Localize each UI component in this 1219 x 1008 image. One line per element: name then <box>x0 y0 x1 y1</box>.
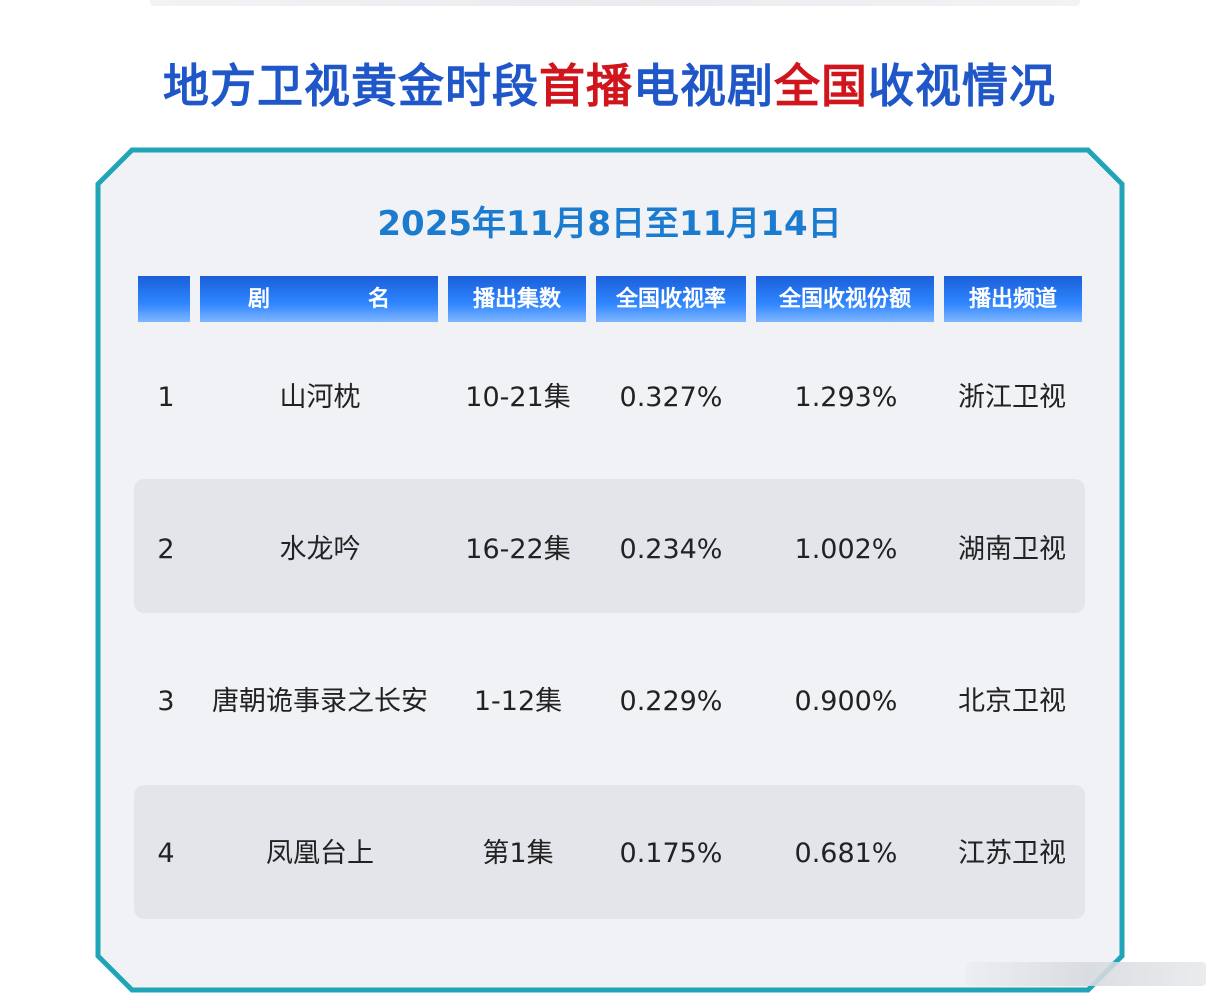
drama-name-cell: 水龙吟 <box>279 534 361 565</box>
rating-cell: 0.234% <box>619 534 723 565</box>
title-part-4: 全国 <box>774 59 868 113</box>
episodes-cell: 10-21集 <box>465 382 571 413</box>
episodes-cell: 16-22集 <box>465 534 571 565</box>
episodes-cell: 第1集 <box>482 838 554 869</box>
header-national-share: 全国收视份额 <box>756 276 934 322</box>
rating-cell: 0.175% <box>619 838 723 869</box>
watermark <box>966 962 1206 986</box>
rank-cell: 4 <box>157 838 175 869</box>
title-part-2: 首播 <box>539 59 633 113</box>
header-channel: 播出频道 <box>944 276 1082 322</box>
title-part-1: 地方卫视黄金时段 <box>163 59 539 113</box>
row-stripe-4 <box>134 785 1085 919</box>
share-cell: 0.681% <box>794 838 898 869</box>
share-cell: 1.002% <box>794 534 898 565</box>
rating-cell: 0.327% <box>619 382 723 413</box>
episodes-cell: 1-12集 <box>473 686 563 717</box>
rank-cell: 2 <box>157 534 175 565</box>
share-cell: 1.293% <box>794 382 898 413</box>
rating-cell: 0.229% <box>619 686 723 717</box>
channel-cell: 北京卫视 <box>958 686 1066 717</box>
header-drama-name: 剧 名 <box>200 276 438 322</box>
header-national-rating: 全国收视率 <box>596 276 746 322</box>
page-title: 地方卫视黄金时段首播电视剧全国收视情况 <box>0 50 1219 116</box>
rank-cell: 1 <box>157 382 175 413</box>
drama-name-cell: 唐朝诡事录之长安 <box>212 686 428 717</box>
share-cell: 0.900% <box>794 686 898 717</box>
channel-cell: 浙江卫视 <box>958 382 1066 413</box>
title-part-5: 收视情况 <box>868 59 1056 113</box>
title-part-3: 电视剧 <box>633 59 774 113</box>
channel-cell: 江苏卫视 <box>958 838 1066 869</box>
row-stripe-2 <box>134 479 1085 613</box>
drama-name-cell: 凤凰台上 <box>266 838 374 869</box>
top-decoration-strip <box>150 0 1080 6</box>
drama-name-cell: 山河枕 <box>279 382 361 413</box>
rank-cell: 3 <box>157 686 175 717</box>
header-episodes: 播出集数 <box>448 276 586 322</box>
header-rank <box>138 276 190 322</box>
date-range: 2025年11月8日至11月14日 <box>377 204 842 244</box>
channel-cell: 湖南卫视 <box>958 534 1066 565</box>
